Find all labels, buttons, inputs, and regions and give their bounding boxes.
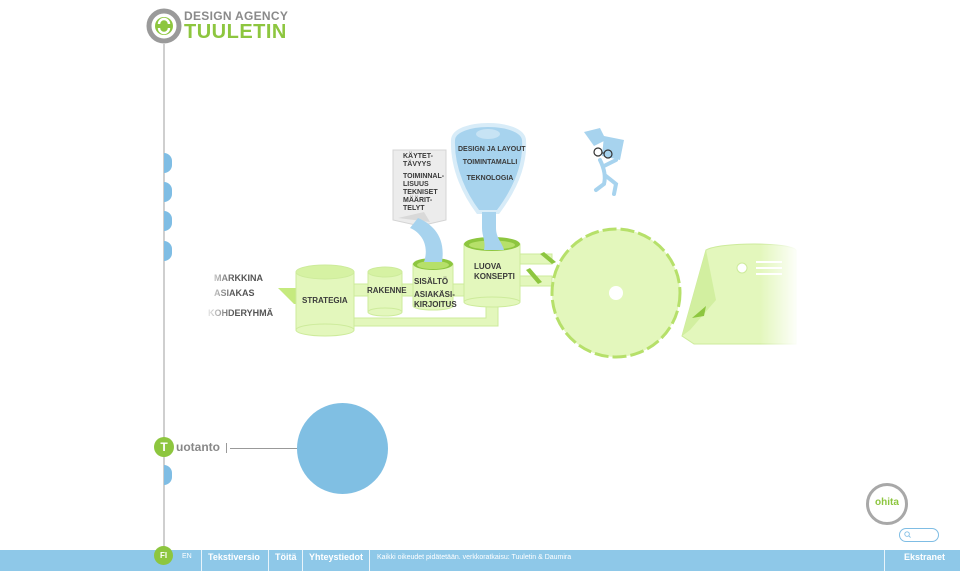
sisalto-title: SISÄLTÖ <box>414 277 449 286</box>
funnel-text[interactable]: DESIGN JA LAYOUT TOIMINTAMALLI TEKNOLOGI… <box>458 145 526 184</box>
rakenne-label[interactable]: RAKENNE <box>367 286 407 295</box>
note-line-7: TELYT <box>403 205 425 212</box>
language-fi[interactable]: FI <box>154 546 173 565</box>
footer-link-tekstiversio[interactable]: Tekstiversio <box>208 552 260 562</box>
footer-separator <box>201 550 202 571</box>
note-line-6: MÄÄRIT- <box>403 197 433 204</box>
konsepti-line-2: KONSEPTI <box>474 272 515 281</box>
note-card <box>392 149 447 227</box>
section-connector-line <box>230 448 298 449</box>
timeline-tab-3[interactable] <box>164 211 172 231</box>
funnel-line-2: TOIMINTAMALLI <box>462 159 518 166</box>
logo-mark-icon <box>146 8 182 44</box>
sisalto-label[interactable]: SISÄLTÖ ASIAKÄSI- KIRJOITUS <box>414 277 457 310</box>
timeline-tab-2[interactable] <box>164 182 172 202</box>
mascot-character <box>584 128 624 196</box>
note-line-1: KÄYTET- <box>403 153 433 160</box>
konsepti-line-1: LUOVA <box>474 262 502 271</box>
audience-label-asiakas: ASIAKAS <box>214 288 255 298</box>
sisalto-cylinder <box>412 258 454 311</box>
footer-bar <box>0 550 960 571</box>
note-line-4: LISUUS <box>403 181 429 188</box>
language-en[interactable]: EN <box>182 553 192 560</box>
sisalto-line-2: KIRJOITUS <box>414 300 457 309</box>
section-tuotanto-label[interactable]: uotanto <box>176 440 220 454</box>
strategia-label[interactable]: STRATEGIA <box>302 296 348 305</box>
copyright-text: Kaikki oikeudet pidätetään. verkkoratkai… <box>377 554 572 561</box>
funnel-balloon <box>450 123 527 250</box>
strategia-cylinder <box>295 264 355 337</box>
ekstranet-link[interactable]: Ekstranet <box>904 552 946 562</box>
gear-shape <box>550 227 682 359</box>
footer-separator <box>369 550 370 571</box>
note-card-text[interactable]: KÄYTET- TÄVYYS TOIMINNAL- LISUUS TEKNISE… <box>403 153 444 213</box>
sisalto-line-1: ASIAKÄSI- <box>414 290 455 299</box>
logo[interactable]: DESIGN AGENCY TUULETIN <box>146 7 296 47</box>
footer-separator <box>302 550 303 571</box>
search-icon <box>904 531 911 538</box>
rakenne-cylinder <box>367 266 403 317</box>
footer-separator <box>884 550 885 571</box>
konsepti-cylinder <box>463 237 521 308</box>
note-line-5: TEKNISET <box>403 189 438 196</box>
timeline-tab-5[interactable] <box>164 465 172 485</box>
label-fade <box>204 266 234 322</box>
timeline-tab-1[interactable] <box>164 153 172 173</box>
section-separator <box>226 443 227 453</box>
footer-separator <box>268 550 269 571</box>
funnel-line-1: DESIGN JA LAYOUT <box>458 146 526 153</box>
logo-name: TUULETIN <box>184 21 287 43</box>
section-tuotanto-dot[interactable]: T <box>154 437 174 457</box>
tuotanto-circle[interactable] <box>297 403 388 494</box>
timeline-line <box>163 44 165 554</box>
note-line-2: TÄVYYS <box>403 161 432 168</box>
machine-shape <box>681 240 800 350</box>
funnel-line-3: TEKNOLOGIA <box>466 175 514 182</box>
audience-label-markkina: MARKKINA <box>214 273 263 283</box>
logo-tagline: DESIGN AGENCY <box>184 9 289 23</box>
skip-button[interactable]: ohita <box>866 483 908 525</box>
konsepti-label[interactable]: LUOVA KONSEPTI <box>474 262 515 282</box>
search-input[interactable] <box>899 528 939 542</box>
skip-button-label: ohita <box>875 497 899 508</box>
footer-link-yhteystiedot[interactable]: Yhteystiedot <box>309 552 364 562</box>
timeline-tab-4[interactable] <box>164 241 172 261</box>
note-line-3: TOIMINNAL- <box>403 173 445 180</box>
audience-label-kohderyhma: KOHDERYHMÄ <box>208 308 274 318</box>
footer-link-toita[interactable]: Töitä <box>275 552 297 562</box>
